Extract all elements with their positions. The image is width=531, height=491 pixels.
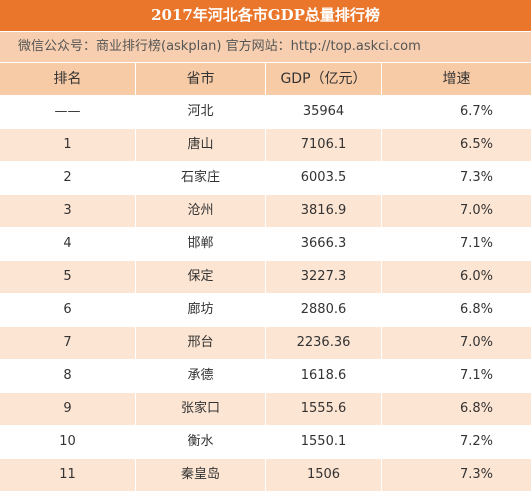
table-cell: 10 bbox=[0, 426, 136, 458]
table-cell: 1550.1 bbox=[266, 426, 382, 458]
table-cell: 11 bbox=[0, 459, 136, 491]
subtitle: 微信公众号：商业排行榜(askplan) 官方网站：http://top.ask… bbox=[0, 31, 531, 62]
table-cell: 2 bbox=[0, 162, 136, 194]
table-cell: 6.8% bbox=[459, 401, 493, 416]
table-cell: 保定 bbox=[136, 261, 266, 293]
table-cell: 7.0% bbox=[459, 335, 493, 350]
table-row: —— 河北 35964 6.7% bbox=[0, 95, 531, 128]
table-cell: 1 bbox=[0, 129, 136, 161]
table-cell: 唐山 bbox=[136, 129, 266, 161]
table-cell: 秦皇岛 bbox=[136, 459, 266, 491]
table-cell: 9 bbox=[0, 393, 136, 425]
column-header: GDP（亿元） bbox=[266, 63, 382, 95]
table-cell: 6.0% bbox=[459, 269, 493, 284]
table-cell: 1618.6 bbox=[266, 360, 382, 392]
table-cell: 7.1% bbox=[459, 236, 493, 251]
table-cell: 张家口 bbox=[136, 393, 266, 425]
table-cell: 邯郸 bbox=[136, 228, 266, 260]
table: 排名 省市 GDP（亿元） 增速 —— 河北 35964 6.7% 1 唐山 7106.1 6.5% 2… bbox=[0, 62, 531, 491]
table-cell: 3666.3 bbox=[266, 228, 382, 260]
table-cell: 8 bbox=[0, 360, 136, 392]
table-row: 2 石家庄 6003.5 7.3% bbox=[0, 161, 531, 194]
column-header: 增速 bbox=[442, 71, 471, 87]
table-cell: 沧州 bbox=[136, 195, 266, 227]
table-row: 6 廊坊 2880.6 6.8% bbox=[0, 293, 531, 326]
table-cell: 2880.6 bbox=[266, 294, 382, 326]
table-cell: 2236.36 bbox=[266, 327, 382, 359]
table-cell: 7106.1 bbox=[266, 129, 382, 161]
table-row: 3 沧州 3816.9 7.0% bbox=[0, 194, 531, 227]
title: 2017年河北各市GDP总量排行榜 bbox=[0, 0, 531, 31]
table-cell: 廊坊 bbox=[136, 294, 266, 326]
table-row: 11 秦皇岛 1506 7.3% bbox=[0, 458, 531, 491]
table-cell: 河北 bbox=[136, 96, 266, 128]
table-cell: 6.8% bbox=[459, 302, 493, 317]
table-cell: 衡水 bbox=[136, 426, 266, 458]
table-row: 4 邯郸 3666.3 7.1% bbox=[0, 227, 531, 260]
table-row: 1 唐山 7106.1 6.5% bbox=[0, 128, 531, 161]
table-cell: 6003.5 bbox=[266, 162, 382, 194]
table-cell: 3227.3 bbox=[266, 261, 382, 293]
table-row: 9 张家口 1555.6 6.8% bbox=[0, 392, 531, 425]
table-cell: 7.2% bbox=[459, 434, 493, 449]
table-row: 5 保定 3227.3 6.0% bbox=[0, 260, 531, 293]
table-cell: 7.3% bbox=[459, 467, 493, 482]
table-cell: 35964 bbox=[266, 96, 382, 128]
table-row: 7 邢台 2236.36 7.0% bbox=[0, 326, 531, 359]
table-cell: 4 bbox=[0, 228, 136, 260]
table-cell: 6 bbox=[0, 294, 136, 326]
table-cell: 7.3% bbox=[459, 170, 493, 185]
table-cell: 1555.6 bbox=[266, 393, 382, 425]
table-cell: 邢台 bbox=[136, 327, 266, 359]
header-row: 排名 省市 GDP（亿元） 增速 bbox=[0, 62, 531, 95]
table-cell: 3 bbox=[0, 195, 136, 227]
column-header: 排名 bbox=[0, 63, 136, 95]
table-cell: 石家庄 bbox=[136, 162, 266, 194]
column-header: 省市 bbox=[136, 63, 266, 95]
table-cell: 5 bbox=[0, 261, 136, 293]
table-cell: 1506 bbox=[266, 459, 382, 491]
table-row: 8 承德 1618.6 7.1% bbox=[0, 359, 531, 392]
table-cell: 7 bbox=[0, 327, 136, 359]
table-row: 10 衡水 1550.1 7.2% bbox=[0, 425, 531, 458]
table-cell: 6.5% bbox=[459, 137, 493, 152]
table-cell: 7.1% bbox=[459, 368, 493, 383]
table-cell: 3816.9 bbox=[266, 195, 382, 227]
table-cell: 承德 bbox=[136, 360, 266, 392]
table-cell: 6.7% bbox=[459, 104, 493, 119]
table-cell: 7.0% bbox=[459, 203, 493, 218]
table-cell: —— bbox=[0, 96, 136, 128]
